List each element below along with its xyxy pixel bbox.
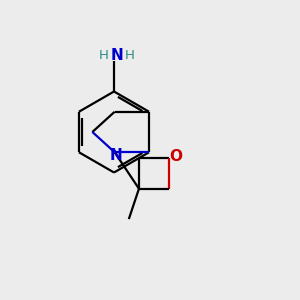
- Text: O: O: [169, 149, 182, 164]
- Text: N: N: [110, 148, 122, 163]
- Text: H: H: [99, 49, 109, 62]
- Text: N: N: [111, 48, 123, 63]
- Text: H: H: [125, 49, 135, 62]
